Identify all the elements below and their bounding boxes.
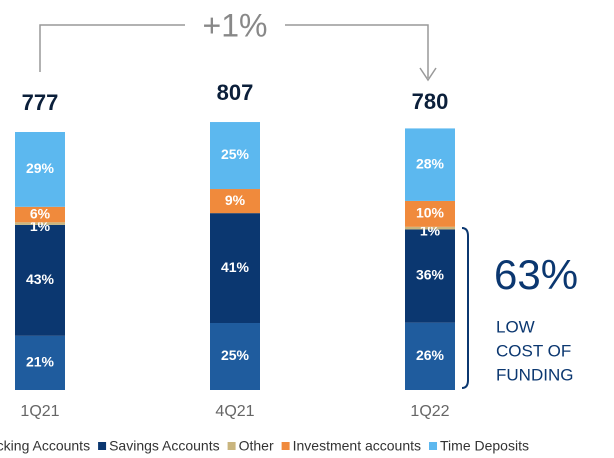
legend-label: Savings Accounts [109,438,220,454]
bar-segment [210,189,260,214]
value-label: 41% [221,259,250,275]
legend-label: Time Deposits [440,438,529,454]
bracket-right [285,24,429,78]
bar-segment [15,224,65,336]
x-tick-label: 1Q22 [410,403,449,420]
x-tick-label: 4Q21 [215,403,254,420]
share-value: 63% [494,251,578,298]
value-label: 36% [416,267,445,283]
bar-segment [405,226,455,230]
value-label: 6% [30,205,51,221]
bracket-left [39,24,185,72]
legend-label: Other [239,438,274,454]
bar-segment [15,206,65,223]
share-label: COST OF [496,341,571,360]
legend-swatch [98,442,107,450]
total-label: 807 [217,80,254,105]
legend-swatch [227,442,236,450]
legend-label: Checking Accounts [0,438,90,454]
share-label: LOW [496,317,535,336]
share-label: FUNDING [496,365,573,384]
value-label: 29% [26,160,55,176]
bar-segment [405,128,455,201]
value-label: 25% [221,347,250,363]
value-label: 21% [26,354,55,370]
bar-segment [405,322,455,390]
total-label: 777 [22,90,59,115]
change-label: +1% [203,7,268,43]
bar-segment [210,122,260,190]
bar-segment [15,222,65,225]
value-label: 25% [221,146,250,162]
total-label: 780 [412,89,449,114]
bar-segment [210,213,260,324]
value-label: 28% [416,155,445,171]
legend-label: Investment accounts [293,438,421,454]
x-tick-label: 1Q21 [20,403,59,420]
bar-segment [15,132,65,207]
bar-segment [15,335,65,390]
legend-swatch [429,442,438,450]
brace [461,227,469,389]
legend-swatch [281,442,290,450]
bar-segment [210,323,260,390]
bracket-arrow [419,67,437,82]
value-label: 9% [225,192,246,208]
value-label: 43% [26,271,55,287]
bar-segment [405,200,455,227]
value-label: 26% [416,347,445,363]
bar-segment [405,229,455,323]
change-bracket [39,24,437,82]
value-label: 10% [416,205,445,221]
